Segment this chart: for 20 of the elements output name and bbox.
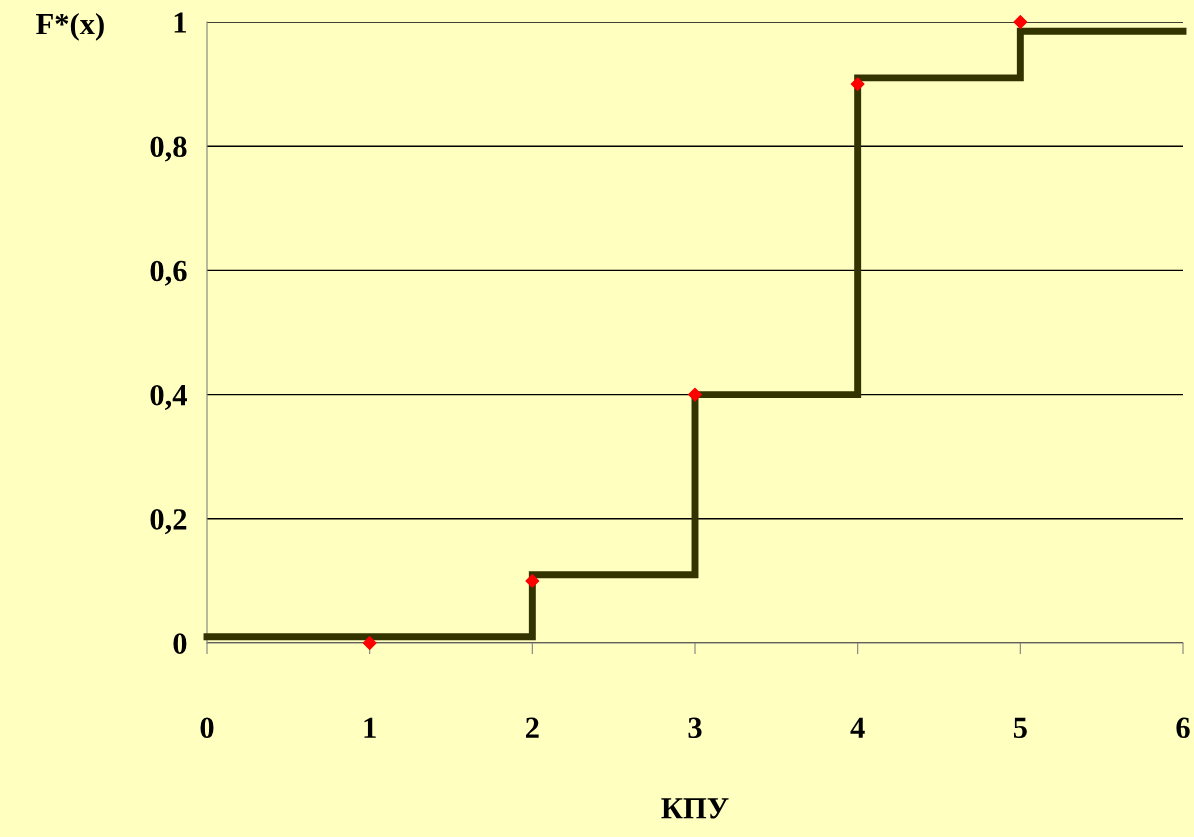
y-tick-label: 0,6 <box>150 260 187 286</box>
point <box>525 573 540 588</box>
y-tick-label: 0,2 <box>150 509 187 535</box>
x-tick-label: 1 <box>364 717 376 738</box>
x-axis-title: КПУ <box>661 798 729 819</box>
x-tick-label: 6 <box>1176 717 1190 739</box>
y-axis-title: F*(x) <box>36 12 104 41</box>
point <box>850 77 865 92</box>
x-tick-label: 5 <box>1013 717 1027 739</box>
point <box>688 387 702 402</box>
x-tick-label: 3 <box>688 717 702 739</box>
y-tick-label: 0 <box>173 633 187 654</box>
y-tick-label: 0,4 <box>150 384 187 410</box>
y-tick-label: 1 <box>174 12 186 33</box>
x-tick-label: 2 <box>525 717 539 738</box>
x-tick-label: 4 <box>850 717 865 738</box>
point <box>362 636 377 650</box>
point <box>1013 15 1028 29</box>
x-tick-label: 0 <box>200 717 214 739</box>
y-tick-label: 0,8 <box>150 136 187 162</box>
